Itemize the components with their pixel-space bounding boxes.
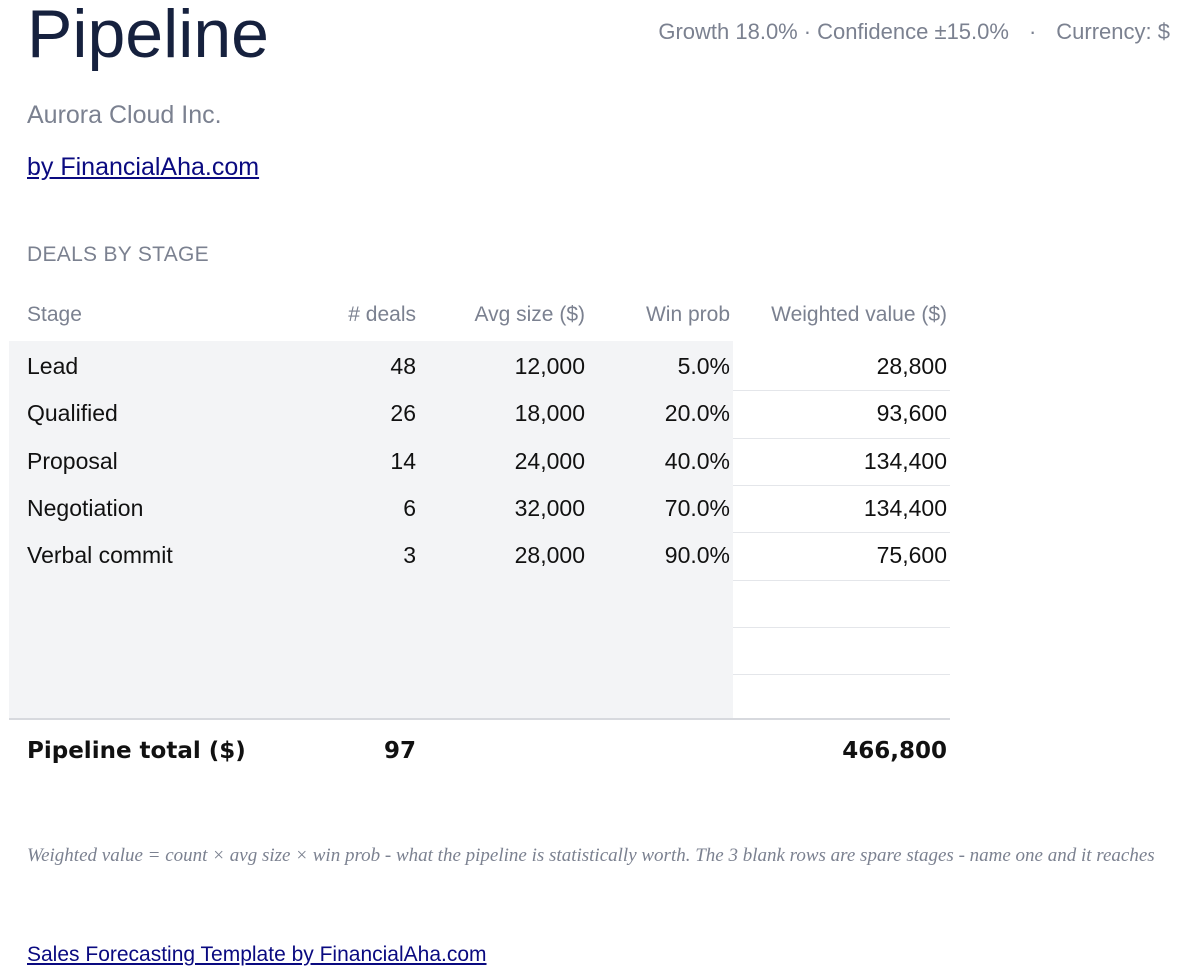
column-header-deals: # deals bbox=[348, 303, 416, 326]
avg-size-cell[interactable]: 28,000 bbox=[514, 542, 585, 568]
row-divider bbox=[733, 674, 950, 675]
company-name: Aurora Cloud Inc. bbox=[27, 101, 222, 129]
growth-value: Growth 18.0% bbox=[658, 19, 798, 44]
row-divider bbox=[733, 627, 950, 628]
stage-cell[interactable]: Verbal commit bbox=[27, 542, 173, 568]
win-prob-cell[interactable]: 40.0% bbox=[664, 448, 730, 474]
column-header-stage: Stage bbox=[27, 303, 82, 326]
section-title: DEALS BY STAGE bbox=[27, 243, 209, 266]
confidence-value: Confidence ±15.0% bbox=[817, 19, 1009, 44]
deals-cell[interactable]: 6 bbox=[403, 495, 416, 521]
win-prob-cell[interactable]: 5.0% bbox=[677, 353, 730, 379]
total-label: Pipeline total ($) bbox=[27, 738, 246, 764]
table-row: Verbal commit 3 28,000 90.0% 75,600 bbox=[0, 532, 1200, 579]
table-header: Stage # deals Avg size ($) Win prob Weig… bbox=[0, 300, 1200, 330]
row-divider bbox=[733, 390, 950, 391]
weighted-value-cell: 93,600 bbox=[876, 400, 947, 426]
column-header-win-prob: Win prob bbox=[645, 303, 730, 326]
separator-dot: · bbox=[1028, 19, 1037, 44]
total-weighted-value: 466,800 bbox=[842, 738, 947, 764]
table-row bbox=[0, 674, 1200, 721]
footnote: Weighted value = count × avg size × win … bbox=[27, 845, 1155, 866]
win-prob-cell[interactable]: 90.0% bbox=[664, 542, 730, 568]
table-divider bbox=[9, 718, 950, 720]
footer-link[interactable]: Sales Forecasting Template by FinancialA… bbox=[27, 943, 487, 966]
avg-size-cell[interactable]: 24,000 bbox=[514, 448, 585, 474]
table-row: Proposal 14 24,000 40.0% 134,400 bbox=[0, 438, 1200, 485]
win-prob-cell[interactable]: 20.0% bbox=[664, 400, 730, 426]
byline-link[interactable]: by FinancialAha.com bbox=[27, 153, 260, 181]
stage-cell[interactable]: Lead bbox=[27, 353, 79, 379]
weighted-value-cell: 75,600 bbox=[876, 542, 947, 568]
weighted-value-cell: 134,400 bbox=[863, 495, 947, 521]
weighted-value-cell: 134,400 bbox=[863, 448, 947, 474]
stage-cell[interactable]: Qualified bbox=[27, 400, 118, 426]
table-row: Lead 48 12,000 5.0% 28,800 bbox=[0, 343, 1200, 390]
row-divider bbox=[733, 580, 950, 581]
table-row: Qualified 26 18,000 20.0% 93,600 bbox=[0, 390, 1200, 437]
row-divider bbox=[733, 532, 950, 533]
avg-size-cell[interactable]: 32,000 bbox=[514, 495, 585, 521]
column-header-avg-size: Avg size ($) bbox=[474, 303, 586, 326]
stage-cell[interactable]: Proposal bbox=[27, 448, 118, 474]
avg-size-cell[interactable]: 12,000 bbox=[514, 353, 585, 379]
total-row: Pipeline total ($) 97 466,800 bbox=[0, 734, 1200, 768]
input-cells-area bbox=[9, 341, 733, 719]
weighted-value-cell: 28,800 bbox=[876, 353, 947, 379]
row-divider bbox=[733, 438, 950, 439]
page-title: Pipeline bbox=[27, 0, 269, 72]
column-header-weighted-value: Weighted value ($) bbox=[771, 303, 947, 326]
separator-dot: · bbox=[803, 19, 812, 44]
table-row bbox=[0, 580, 1200, 627]
stage-cell[interactable]: Negotiation bbox=[27, 495, 144, 521]
table-row: Negotiation 6 32,000 70.0% 134,400 bbox=[0, 485, 1200, 532]
total-deals: 97 bbox=[383, 738, 416, 764]
table-row bbox=[0, 627, 1200, 674]
row-divider bbox=[733, 485, 950, 486]
avg-size-cell[interactable]: 18,000 bbox=[514, 400, 585, 426]
deals-cell[interactable]: 26 bbox=[390, 400, 416, 426]
deals-cell[interactable]: 14 bbox=[390, 448, 416, 474]
deals-cell[interactable]: 3 bbox=[403, 542, 416, 568]
deals-cell[interactable]: 48 bbox=[390, 353, 416, 379]
currency-value: Currency: $ bbox=[1056, 19, 1170, 44]
win-prob-cell[interactable]: 70.0% bbox=[664, 495, 730, 521]
assumptions-summary: Growth 18.0% · Confidence ±15.0% · Currency:… bbox=[658, 19, 1170, 45]
